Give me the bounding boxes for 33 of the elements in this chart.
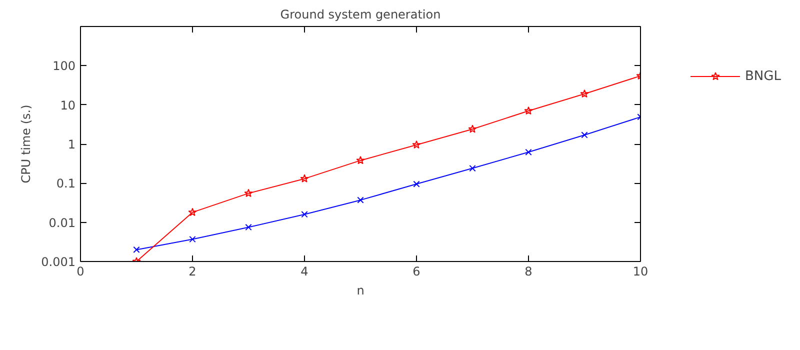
point <box>412 140 421 149</box>
x-tick-label: 8 <box>524 264 532 278</box>
y-tick-label: 1 <box>68 138 76 152</box>
y-tick-label: 0.1 <box>56 176 76 191</box>
point <box>188 208 197 216</box>
y-tick-label: 100 <box>52 59 76 74</box>
point <box>525 148 532 156</box>
point <box>189 236 196 243</box>
point <box>133 246 140 254</box>
point <box>244 188 253 198</box>
point <box>301 211 308 218</box>
point <box>357 196 364 204</box>
point <box>356 156 365 164</box>
point <box>580 89 589 98</box>
point <box>524 106 533 115</box>
x-tick-label: 6 <box>412 264 420 278</box>
x-tick-label: 10 <box>632 264 648 278</box>
y-tick-label: 0.001 <box>41 255 76 269</box>
x-tick-label: 0 <box>76 264 84 278</box>
x-tick-label: 4 <box>300 264 308 278</box>
y-tick-label: 10 <box>60 98 76 112</box>
point <box>468 124 477 133</box>
point <box>245 224 252 231</box>
chart-title: Ground system generation <box>280 8 441 22</box>
x-axis-title: n <box>356 284 364 298</box>
x-tick-label: 2 <box>188 264 196 278</box>
point <box>300 174 309 182</box>
point <box>413 180 420 188</box>
legend-label: BNGL <box>745 68 781 84</box>
y-axis-title: CPU time (s.) <box>19 104 34 184</box>
y-tick-label: 0.01 <box>48 216 76 230</box>
point <box>581 132 588 138</box>
point <box>469 164 476 172</box>
